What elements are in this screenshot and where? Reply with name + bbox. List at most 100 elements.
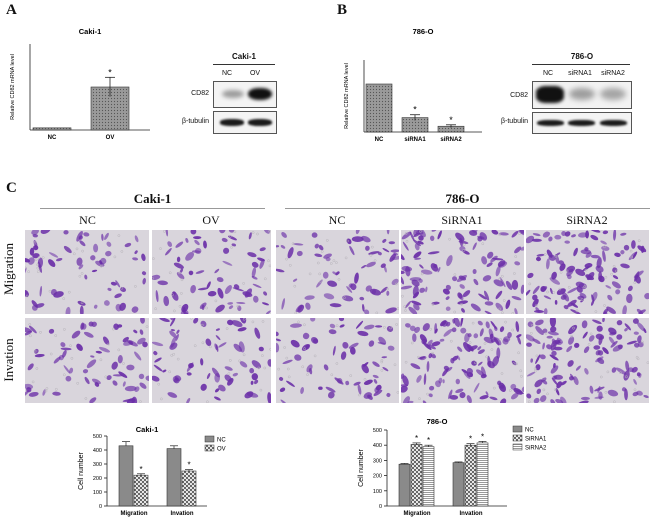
legend-swatch bbox=[512, 425, 523, 433]
significance-mark: * bbox=[469, 435, 472, 444]
blot-lane-label: OV bbox=[249, 70, 261, 77]
legend-swatch bbox=[512, 443, 523, 451]
y-axis-label: Relative CD82 mRNA level bbox=[10, 54, 16, 120]
band-ov bbox=[248, 119, 272, 126]
legend-label: SiRNA1 bbox=[525, 437, 547, 443]
y-tick-label: 300 bbox=[373, 458, 382, 464]
legend-label: SiRNA2 bbox=[525, 446, 547, 452]
786o-western-blot: 786-O NC siRNA1 siRNA2 CD82 β-tubulin bbox=[500, 52, 635, 137]
significance-mark: * bbox=[415, 434, 418, 443]
group-title-786o: 786-O bbox=[445, 191, 480, 206]
micrograph-cells bbox=[152, 318, 271, 403]
band-sirna1 bbox=[569, 88, 595, 100]
band-ov bbox=[248, 88, 272, 100]
tubulin-band-strip bbox=[213, 111, 277, 134]
micrograph-tile bbox=[401, 318, 524, 403]
y-axis-label: Cell number bbox=[78, 451, 85, 489]
micrograph-cells bbox=[526, 230, 649, 314]
y-tick-label: 400 bbox=[93, 448, 102, 454]
micrograph-tile bbox=[276, 230, 399, 314]
x-tick-label: Invation bbox=[170, 511, 193, 517]
legend-label: OV bbox=[217, 447, 226, 453]
chart-title: 786-O bbox=[427, 417, 448, 426]
micrograph-cells bbox=[401, 318, 524, 403]
row-label-invation: Invation bbox=[1, 338, 16, 382]
cd82-band-strip bbox=[532, 81, 632, 109]
bar bbox=[32, 127, 72, 131]
blot-title: Caki-1 bbox=[231, 52, 256, 61]
y-tick-label: 300 bbox=[93, 462, 102, 468]
y-tick-label: 500 bbox=[93, 434, 102, 440]
786o-mrna-chart: 786-O Relative CD82 mRNA level NC * siRNA1 * s… bbox=[344, 27, 482, 143]
y-tick-label: 200 bbox=[373, 474, 382, 480]
band-nc bbox=[536, 86, 564, 103]
band-nc bbox=[537, 120, 564, 126]
caki1-western-blot: Caki-1 NC OV CD82 β-tubulin bbox=[182, 52, 280, 137]
x-tick-label: NC bbox=[48, 135, 57, 141]
micrograph-cells bbox=[25, 230, 147, 314]
y-tick-label: 0 bbox=[99, 504, 102, 510]
bar bbox=[181, 470, 197, 507]
y-tick-label: 100 bbox=[373, 489, 382, 495]
y-tick-label: 400 bbox=[373, 443, 382, 449]
bar bbox=[118, 445, 134, 507]
y-tick-label: 200 bbox=[93, 476, 102, 482]
column-header: NC bbox=[79, 213, 96, 227]
significance-mark: * bbox=[139, 465, 142, 474]
legend-swatch bbox=[204, 435, 215, 443]
bar bbox=[422, 446, 435, 507]
micrograph-tile bbox=[276, 318, 399, 403]
y-tick-label: 0 bbox=[379, 504, 382, 510]
band-nc bbox=[220, 119, 244, 126]
y-axis-label: Cell number bbox=[358, 448, 365, 486]
micrograph-tile bbox=[25, 318, 149, 403]
micrograph-tile bbox=[526, 230, 649, 314]
bar bbox=[410, 444, 423, 507]
bar bbox=[133, 474, 149, 507]
panel-letter-b: B bbox=[337, 2, 348, 18]
bar bbox=[365, 83, 393, 133]
significance-mark: * bbox=[427, 436, 430, 445]
blot-row-label: CD82 bbox=[191, 90, 209, 97]
significance-mark: * bbox=[187, 461, 190, 470]
chart-title: Caki-1 bbox=[79, 27, 102, 36]
micrograph-tile bbox=[152, 230, 271, 314]
band-sirna1 bbox=[568, 120, 595, 126]
blot-title-line bbox=[532, 64, 630, 65]
y-axis-label: Relative CD82 mRNA level bbox=[344, 63, 350, 129]
micrograph-cells bbox=[401, 230, 524, 314]
x-tick-label: NC bbox=[375, 137, 384, 143]
x-tick-label: siRNA1 bbox=[404, 137, 426, 143]
legend-swatch bbox=[204, 444, 215, 452]
column-header: SiRNA1 bbox=[441, 213, 483, 227]
group-underline bbox=[285, 208, 650, 209]
tubulin-band-strip bbox=[532, 112, 632, 134]
micrograph-tile bbox=[526, 318, 649, 403]
micrograph-cells bbox=[152, 230, 271, 314]
x-tick-label: OV bbox=[106, 135, 115, 141]
legend-swatch bbox=[512, 434, 523, 442]
blot-title-line bbox=[213, 64, 275, 65]
blot-row-label: β-tubulin bbox=[501, 118, 528, 125]
significance-mark: * bbox=[108, 67, 112, 77]
significance-mark: * bbox=[449, 115, 453, 125]
micrograph-tile bbox=[152, 318, 271, 403]
x-tick-label: Migration bbox=[121, 511, 148, 517]
chart-title: Caki-1 bbox=[136, 425, 159, 434]
row-label-migration: Migration bbox=[1, 243, 16, 295]
blot-lane-label: NC bbox=[542, 70, 554, 77]
panel-letter-c: C bbox=[6, 180, 17, 196]
caki1-mrna-chart: Caki-1 Relative CD82 mRNA level NC * OV bbox=[10, 27, 150, 141]
y-tick-label: 100 bbox=[93, 490, 102, 496]
chart-title: 786-O bbox=[413, 27, 434, 36]
bar bbox=[452, 462, 465, 507]
blot-lane-label: siRNA2 bbox=[601, 70, 625, 77]
micrograph-tile bbox=[25, 230, 149, 314]
blot-lane-label: NC bbox=[221, 70, 233, 77]
micrograph-tile bbox=[401, 230, 524, 314]
bar bbox=[464, 444, 477, 507]
786o-cell-number-chart: 786-O Cell number 0 100 200 300 400 500 * * Migrat… bbox=[358, 417, 547, 517]
x-tick-label: siRNA2 bbox=[440, 137, 462, 143]
micrograph-cells bbox=[25, 318, 149, 403]
micrograph-cells bbox=[276, 230, 399, 314]
